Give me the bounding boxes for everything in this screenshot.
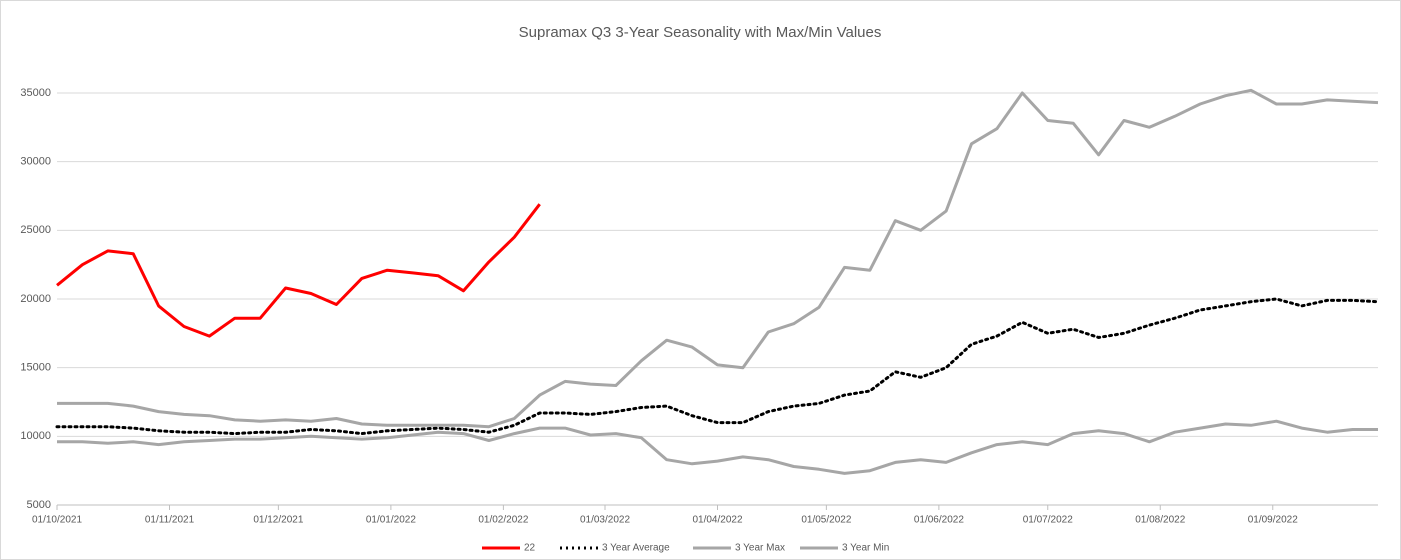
x-tick-label: 01/12/2021: [253, 515, 303, 526]
legend-label: 3 Year Average: [602, 543, 670, 554]
x-tick-label: 01/11/2021: [145, 515, 195, 526]
y-tick-label: 20000: [20, 293, 51, 305]
y-tick-label: 30000: [20, 156, 51, 168]
x-tick-label: 01/01/2022: [366, 515, 416, 526]
series-line: [56, 203, 541, 338]
series-line: [57, 419, 1378, 475]
x-tick-label: 01/06/2022: [914, 515, 964, 526]
x-tick-label: 01/03/2022: [580, 515, 630, 526]
x-tick-label: 01/09/2022: [1248, 515, 1298, 526]
y-tick-label: 35000: [20, 87, 51, 99]
legend-label: 22: [524, 543, 536, 554]
series-line: [57, 88, 1379, 429]
y-tick-label: 5000: [27, 499, 51, 511]
x-tick-label: 01/04/2022: [692, 515, 742, 526]
x-tick-label: 01/07/2022: [1023, 515, 1073, 526]
series-line: [55, 297, 1380, 436]
y-tick-label: 10000: [20, 430, 51, 442]
x-tick-label: 01/10/2021: [32, 515, 82, 526]
x-tick-label: 01/05/2022: [801, 515, 851, 526]
legend-label: 3 Year Min: [842, 543, 889, 554]
y-tick-label: 15000: [20, 362, 51, 374]
x-tick-label: 01/08/2022: [1135, 515, 1185, 526]
x-tick-label: 01/02/2022: [478, 515, 528, 526]
y-tick-label: 25000: [20, 224, 51, 236]
legend-label: 3 Year Max: [735, 543, 785, 554]
chart-title: Supramax Q3 3-Year Seasonality with Max/…: [519, 24, 882, 41]
